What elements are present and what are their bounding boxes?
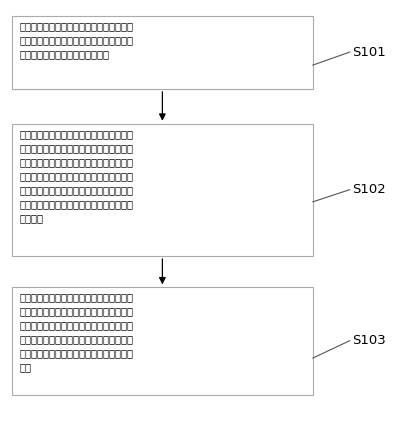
Text: 所述电池管理系统根据在各分片时刻所采集
的各电池单体的电压值，计算出各分片时刻
的电池单体电压差，并统计处于同一温度、
剩余电池容量和电流段范围内电池单体电压
: 所述电池管理系统根据在各分片时刻所采集 的各电池单体的电压值，计算出各分片时刻 … <box>20 129 134 223</box>
Bar <box>12 287 313 395</box>
Text: S102: S102 <box>353 183 387 196</box>
Bar <box>12 16 313 89</box>
Text: S101: S101 <box>353 46 387 59</box>
Bar <box>12 124 313 256</box>
Text: 所述电池管理系统根据所述比例评估所述电
池系统的电池单体一致性，当同一电流段中
，所述电池单体电压差值超过预定阈值的数
量占所述电池单体电压差总数量的比例越高
: 所述电池管理系统根据所述比例评估所述电 池系统的电池单体一致性，当同一电流段中 … <box>20 293 134 372</box>
Text: S103: S103 <box>353 334 387 347</box>
Text: 电池管理系统采集并记录在采集总时间内各
分片时刻所述电池系统的温度、电流、剩余
电池容量以及各电池单体的电压值: 电池管理系统采集并记录在采集总时间内各 分片时刻所述电池系统的温度、电流、剩余 … <box>20 21 134 59</box>
